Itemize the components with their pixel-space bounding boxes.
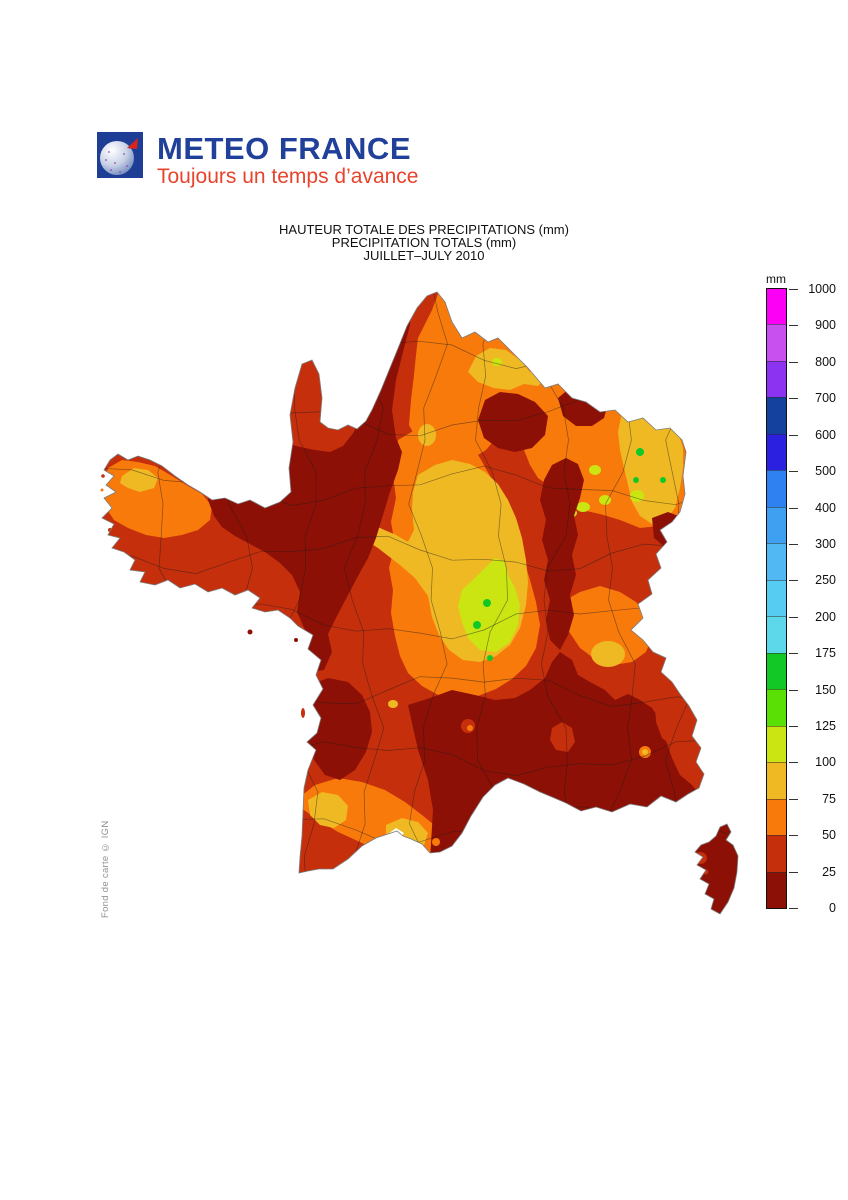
colorbar-segment-100–125 xyxy=(767,725,786,763)
colorbar-tick xyxy=(789,289,798,290)
colorbar-segment-900–1000 xyxy=(767,289,786,325)
colorbar-segment-300–400 xyxy=(767,506,786,544)
colorbar-tick xyxy=(789,616,798,618)
colorbar-unit-label: mm xyxy=(766,272,786,286)
colorbar-label-1000: 1000 xyxy=(808,282,836,296)
colorbar-segment-75–100 xyxy=(767,762,786,799)
department-boundary xyxy=(408,292,448,914)
map-credit: Fond de carte © IGN xyxy=(100,820,111,919)
colorbar-label-900: 900 xyxy=(815,318,836,333)
logo-speckles xyxy=(105,147,131,173)
colorbar-segment-150–175 xyxy=(767,652,786,690)
colorbar-segment-500–600 xyxy=(767,433,786,471)
colorbar-label-700: 700 xyxy=(815,391,836,406)
colorbar-label-50: 50 xyxy=(822,828,836,843)
colorbar-tick xyxy=(789,871,798,873)
department-boundary xyxy=(664,292,704,914)
colorbar-segment-0–25 xyxy=(767,871,786,908)
logo-arrow-icon xyxy=(127,138,138,149)
meteo-france-logo-icon xyxy=(97,132,143,178)
colorbar-label-200: 200 xyxy=(815,609,836,624)
map-title: HAUTEUR TOTALE DES PRECIPITATIONS (mm) P… xyxy=(0,222,848,263)
colorbar-tick xyxy=(789,325,798,327)
colorbar-tick xyxy=(789,835,798,837)
colorbar-label-175: 175 xyxy=(815,646,836,661)
colorbar-bar xyxy=(766,288,787,909)
colorbar-segment-600–700 xyxy=(767,397,786,434)
colorbar-tick xyxy=(789,689,798,691)
precipitation-colorbar: mm 1000 900 800 700 600 500 400 300 250 200 175 150… xyxy=(764,272,844,932)
colorbar-label-600: 600 xyxy=(815,427,836,442)
colorbar-tick xyxy=(789,398,798,400)
colorbar-label-100: 100 xyxy=(815,755,836,770)
map-title-line1: HAUTEUR TOTALE DES PRECIPITATIONS (mm) xyxy=(279,222,569,237)
colorbar-label-400: 400 xyxy=(815,500,836,515)
colorbar-tick xyxy=(789,725,798,727)
colorbar-segment-250–300 xyxy=(767,543,786,580)
colorbar-tick xyxy=(789,471,798,473)
colorbar-segment-175–200 xyxy=(767,616,786,653)
meteo-france-logo: METEO FRANCE Toujours un temps d’avance xyxy=(97,132,419,188)
colorbar-segment-400–500 xyxy=(767,470,786,507)
brand-name: METEO FRANCE xyxy=(157,131,411,166)
colorbar-segment-25–50 xyxy=(767,835,786,872)
brand-tagline: Toujours un temps d’avance xyxy=(157,165,419,188)
contour-overlay-spots xyxy=(432,698,709,875)
colorbar-segment-125–150 xyxy=(767,689,786,726)
department-boundary xyxy=(157,292,187,914)
logo-text: METEO FRANCE Toujours un temps d’avance xyxy=(157,132,419,188)
colorbar-label-125: 125 xyxy=(815,718,836,733)
department-boundary xyxy=(102,535,738,574)
colorbar-segment-700–800 xyxy=(767,360,786,398)
colorbar-tick xyxy=(789,543,798,545)
colorbar-label-300: 300 xyxy=(815,536,836,551)
colorbar-segment-800–900 xyxy=(767,324,786,361)
colorbar-label-25: 25 xyxy=(822,864,836,879)
france-precipitation-map xyxy=(100,280,740,920)
colorbar-tick xyxy=(789,908,798,909)
france-map-svg xyxy=(100,291,739,915)
colorbar-tick xyxy=(789,762,798,764)
map-title-line2: PRECIPITATION TOTALS (mm) xyxy=(331,234,517,250)
colorbar-tick xyxy=(789,580,798,582)
coastline xyxy=(101,291,739,915)
colorbar-label-500: 500 xyxy=(815,464,836,479)
colorbar-tick xyxy=(789,507,798,509)
department-boundary xyxy=(218,292,253,914)
colorbar-label-0: 0 xyxy=(829,901,836,915)
colorbar-segment-200–250 xyxy=(767,579,786,617)
map-title-line3: JUILLET–JULY 2010 xyxy=(363,247,485,263)
offshore-islands xyxy=(100,474,305,718)
colorbar-label-800: 800 xyxy=(815,354,836,369)
colorbar-tick xyxy=(789,434,798,436)
colorbar-tick xyxy=(789,361,798,363)
colorbar-tick xyxy=(789,653,798,655)
colorbar-label-150: 150 xyxy=(815,682,836,697)
colorbar-segment-50–75 xyxy=(767,798,786,836)
colorbar-label-75: 75 xyxy=(822,791,836,806)
colorbar-tick xyxy=(789,798,798,800)
colorbar-label-250: 250 xyxy=(815,573,836,588)
